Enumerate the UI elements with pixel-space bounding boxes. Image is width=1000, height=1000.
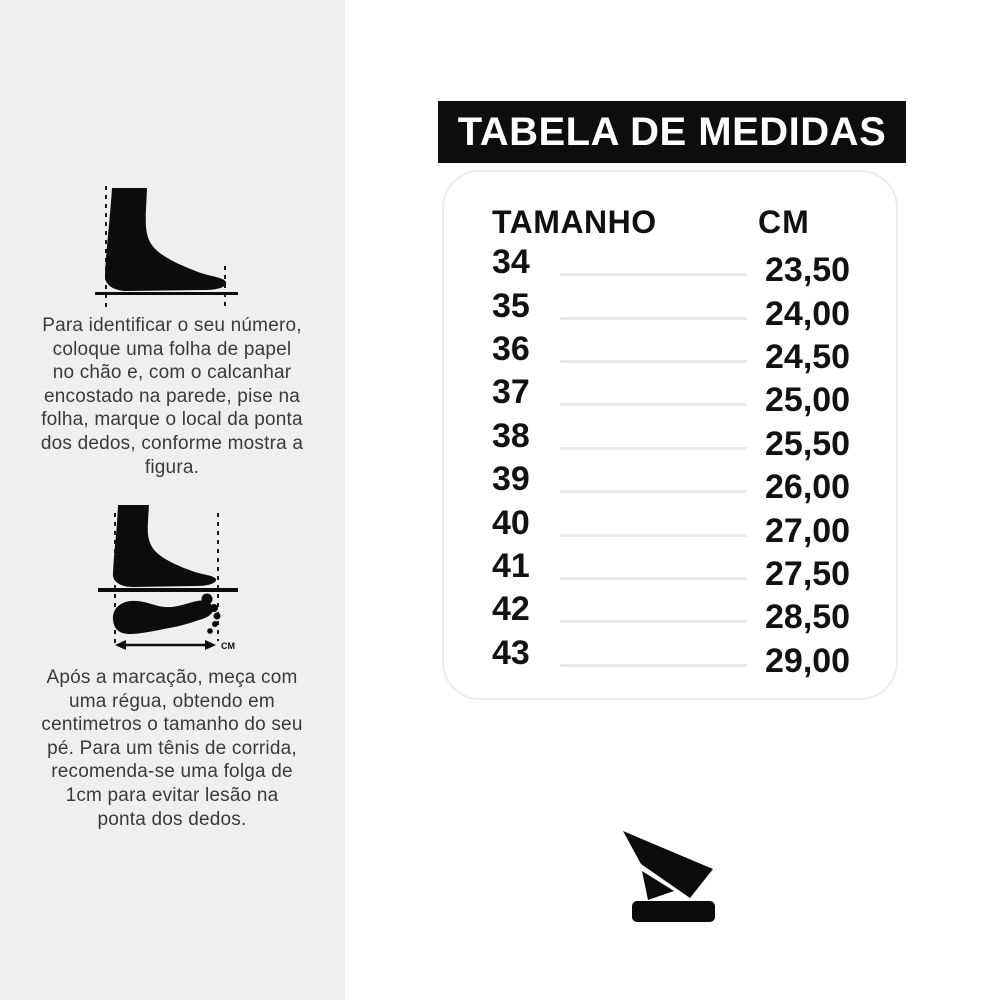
table-row: 36 24,50 — [444, 329, 896, 376]
size-value: 34 — [492, 243, 530, 282]
chart-title-bar: TABELA DE MEDIDAS — [438, 101, 906, 163]
foot-silhouette — [112, 505, 217, 587]
table-header-row: TAMANHO CM — [444, 204, 896, 241]
row-divider-line — [560, 403, 747, 407]
logo-inner-triangle-icon — [642, 871, 674, 900]
size-value: 42 — [492, 590, 530, 629]
cm-value: 28,50 — [765, 598, 851, 637]
footprint-silhouette — [112, 600, 214, 634]
cm-value: 26,00 — [765, 468, 851, 507]
size-value: 35 — [492, 286, 530, 325]
instructions-panel: Para identificar o seu número, coloque u… — [0, 0, 345, 1000]
size-value: 37 — [492, 373, 530, 412]
row-divider-line — [560, 620, 747, 624]
size-value: 43 — [492, 633, 530, 672]
toe — [207, 628, 213, 634]
foot-measure-cm-diagram: CM — [98, 505, 238, 651]
big-toe — [201, 593, 213, 605]
table-row: 38 25,50 — [444, 416, 896, 463]
size-rows: 34 23,50 35 24,00 36 24,50 37 25,00 38 25,50 39 26,… — [444, 242, 896, 680]
arrowhead-left — [115, 640, 126, 650]
instruction-step-2: Após a marcação, meça com uma régua, obt… — [41, 667, 303, 830]
size-value: 41 — [492, 546, 530, 585]
row-divider-line — [560, 576, 747, 580]
column-header-cm: CM — [758, 204, 810, 240]
table-row: 43 29,00 — [444, 633, 896, 680]
instruction-step-1: Para identificar o seu número, coloque u… — [40, 315, 304, 478]
table-row: 35 24,00 — [444, 285, 896, 333]
foot-side-view-diagram — [95, 186, 238, 309]
chart-title: TABELA DE MEDIDAS — [457, 109, 887, 154]
table-row: 42 28,50 — [444, 589, 896, 636]
logo-wing-icon — [623, 831, 713, 898]
size-value: 40 — [492, 503, 530, 542]
table-row: 40 27,00 — [444, 502, 896, 550]
toe — [210, 604, 218, 612]
cm-value: 25,50 — [765, 424, 851, 463]
size-value: 36 — [492, 329, 530, 368]
cm-value: 23,50 — [765, 251, 851, 290]
toe — [212, 621, 218, 627]
table-row: 41 27,50 — [444, 546, 896, 593]
row-divider-line — [560, 316, 747, 320]
table-row: 39 26,00 — [444, 459, 896, 506]
row-divider-line — [560, 273, 747, 277]
arrowhead-right — [205, 640, 216, 650]
toe — [213, 612, 221, 620]
logo-base-bar — [632, 901, 715, 922]
column-header-size: TAMANHO — [492, 204, 657, 240]
cm-unit-label: CM — [221, 641, 235, 651]
cm-value: 25,00 — [765, 381, 851, 420]
cm-value: 29,00 — [765, 641, 851, 680]
size-chart-card: TAMANHO CM 34 23,50 35 24,00 36 24,50 37 25,00 3… — [442, 170, 898, 700]
size-value: 39 — [492, 460, 530, 499]
cm-value: 24,50 — [765, 337, 851, 376]
cm-value: 24,00 — [765, 294, 851, 333]
row-divider-line — [560, 490, 747, 494]
row-divider-line — [560, 359, 747, 363]
row-divider-line — [560, 446, 747, 450]
row-divider-line — [560, 533, 747, 537]
size-value: 38 — [492, 416, 530, 455]
row-divider-line — [560, 663, 747, 667]
table-row: 34 23,50 — [444, 242, 896, 289]
foot-silhouette — [104, 188, 227, 291]
cm-value: 27,50 — [765, 554, 851, 593]
brand-logo — [615, 820, 725, 930]
table-row: 37 25,00 — [444, 372, 896, 419]
cm-value: 27,00 — [765, 511, 851, 550]
